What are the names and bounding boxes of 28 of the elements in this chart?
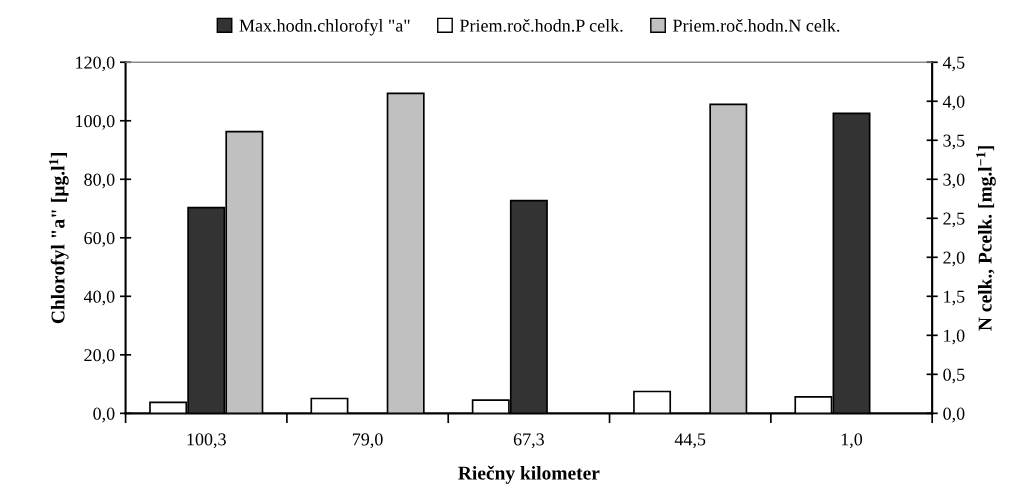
y2-axis-title: N celk., Pcelk. [mg.l$^{−1}$] bbox=[976, 146, 996, 331]
y-tick-label: 80,0 bbox=[84, 173, 115, 189]
y2-tick-label: 4,5 bbox=[942, 56, 965, 72]
y2-tick-label: 2,5 bbox=[943, 212, 965, 228]
y2-tick-label: 4,0 bbox=[942, 95, 965, 111]
y2-tick-label: 3,5 bbox=[943, 134, 965, 150]
y-tick-label: 100,0 bbox=[76, 115, 115, 130]
x-axis-title: Riečny kilometer bbox=[458, 465, 600, 484]
legend-label: Priem.roč.hodn.P celk. bbox=[459, 19, 623, 32]
y2-tick-label: 1,0 bbox=[944, 329, 965, 345]
y2-tick-label: 1,5 bbox=[944, 290, 965, 306]
y-tick-label: 20,0 bbox=[84, 349, 115, 364]
legend-label: Max.hodn.chlorofyl "a" bbox=[239, 18, 410, 36]
y2-tick-label: 0,5 bbox=[943, 368, 965, 384]
y2-tick-label: 3,0 bbox=[943, 173, 965, 189]
x-tick-label: 67,3 bbox=[513, 433, 544, 449]
y-tick-label: 120,0 bbox=[76, 56, 115, 72]
legend-label: Priem.roč.hodn.N celk. bbox=[672, 19, 840, 32]
x-tick-label: 1,0 bbox=[841, 433, 863, 449]
x-tick-label: 44,5 bbox=[674, 433, 706, 449]
y-axis-title: Chlorofyl "a" [µg.l$^{1}$] bbox=[49, 153, 69, 324]
y2-tick-label: 0,0 bbox=[943, 407, 965, 423]
y-tick-label: 0,0 bbox=[93, 407, 115, 423]
y-tick-label: 40,0 bbox=[83, 290, 115, 306]
x-tick-label: 79,0 bbox=[352, 433, 383, 449]
y-tick-label: 60,0 bbox=[84, 232, 115, 247]
x-tick-label: 100,3 bbox=[187, 433, 226, 449]
y2-tick-label: 2,0 bbox=[943, 251, 965, 267]
